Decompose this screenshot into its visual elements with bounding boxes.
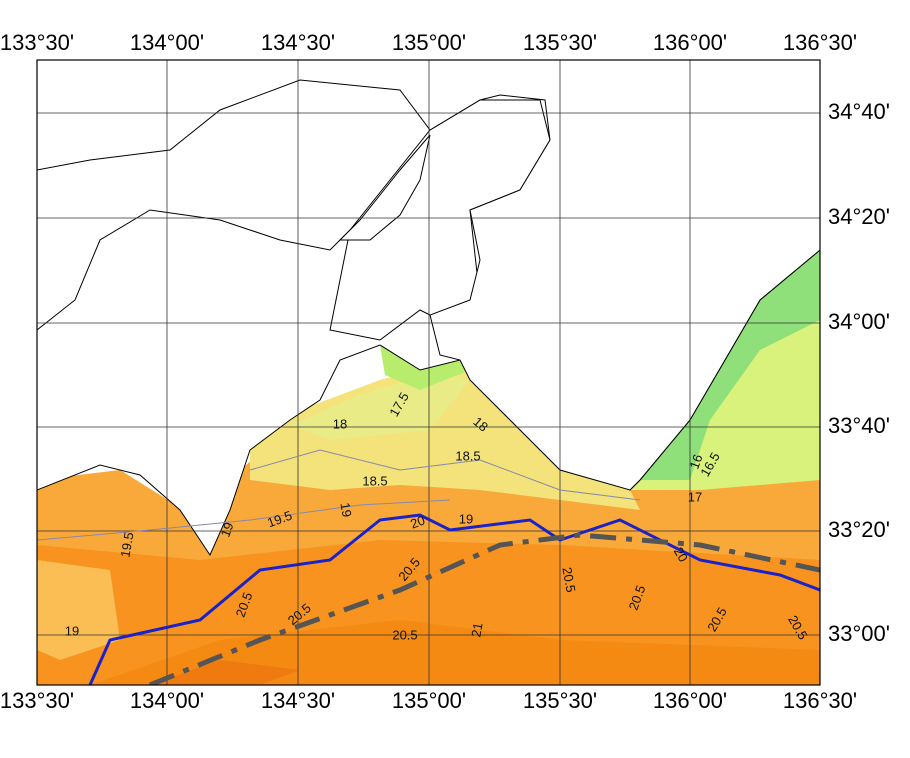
contour-label: 20 — [671, 544, 691, 564]
bottom-label: 134°30' — [261, 688, 335, 713]
top-label: 136°30' — [783, 30, 857, 55]
top-label: 135°00' — [392, 30, 466, 55]
current-axis — [149, 532, 820, 685]
top-label: 133°30' — [0, 30, 74, 55]
contour-label: 19 — [65, 623, 79, 638]
top-label: 134°00' — [130, 30, 204, 55]
contour-label: 18.5 — [362, 473, 387, 488]
top-label: 134°30' — [261, 30, 335, 55]
top-label: 135°30' — [523, 30, 597, 55]
bottom-label: 135°00' — [392, 688, 466, 713]
contour-20-5 — [88, 513, 820, 685]
graticule — [37, 60, 820, 685]
frame — [36, 59, 821, 686]
contour-label: 20 — [408, 512, 427, 531]
right-label: 33°40' — [828, 413, 890, 438]
right-label: 33°20' — [828, 517, 890, 542]
contour-label: 16 — [686, 452, 705, 471]
contour-label: 19 — [337, 501, 354, 518]
contour-label: 19.5 — [117, 531, 136, 559]
right-label: 33°00' — [828, 621, 890, 646]
bottom-label: 136°30' — [783, 688, 857, 713]
right-label: 34°20' — [828, 204, 890, 229]
bottom-label: 136°00' — [653, 688, 727, 713]
right-label: 34°40' — [828, 99, 890, 124]
contour-label: 18 — [333, 416, 347, 431]
contours — [37, 449, 641, 541]
bottom-label: 135°30' — [523, 688, 597, 713]
contour-label: 20.5 — [392, 627, 417, 642]
top-label: 136°00' — [653, 30, 727, 55]
contour-label: 19 — [217, 520, 236, 539]
contour-label: 17 — [688, 489, 702, 504]
contour-label: 20.5 — [559, 566, 578, 594]
bottom-label: 133°30' — [0, 688, 74, 713]
contour-label: 21 — [468, 621, 485, 638]
map-fill — [37, 60, 820, 685]
contour-label: 19 — [459, 511, 473, 526]
right-label: 34°00' — [828, 309, 890, 334]
contour-label: 18.5 — [455, 448, 480, 463]
bottom-label: 134°00' — [130, 688, 204, 713]
